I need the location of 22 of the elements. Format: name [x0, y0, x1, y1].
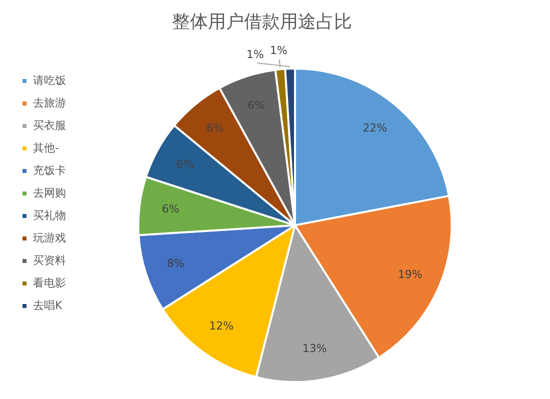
- legend-label: 玩游戏: [33, 231, 66, 244]
- legend-label: 买礼物: [33, 208, 66, 222]
- data-label: 6%: [206, 122, 224, 135]
- data-label: 13%: [302, 342, 327, 355]
- legend-label: 充饭卡: [33, 164, 66, 177]
- data-label: 19%: [398, 268, 422, 281]
- legend-label: 买衣服: [33, 118, 66, 132]
- legend-label: 请吃饭: [33, 74, 66, 87]
- legend-label: 去旅游: [33, 96, 66, 110]
- legend-label: 看电影: [33, 276, 66, 290]
- data-label: 12%: [209, 320, 234, 333]
- data-label: 6%: [176, 158, 194, 171]
- legend-label: 去唱K: [33, 298, 63, 312]
- data-label: 6%: [162, 202, 180, 216]
- data-label: 8%: [167, 256, 184, 270]
- chart-title: 整体用户借款用途占比: [172, 11, 352, 32]
- legend-label: 其他-: [33, 141, 59, 154]
- legend-label: 去网购: [33, 186, 66, 200]
- data-label: 22%: [362, 122, 388, 135]
- data-label: 1%: [270, 44, 288, 58]
- data-label: 1%: [246, 48, 264, 62]
- legend-label: 买资料: [33, 254, 66, 267]
